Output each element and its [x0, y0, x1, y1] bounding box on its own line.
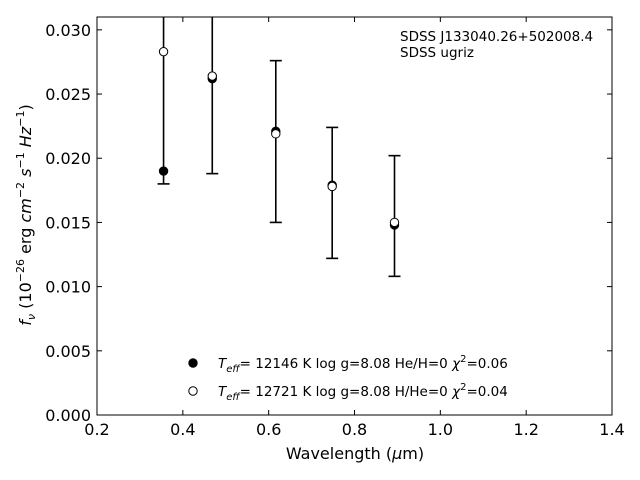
legend: Teff= 12146 K log g=8.08 He/H=0 χ2=0.06 … — [188, 354, 508, 403]
annotation-survey: SDSS ugriz — [400, 45, 474, 61]
y-tick-label: 0.005 — [45, 342, 91, 361]
model-point-filled — [158, 166, 169, 176]
x-tick-label: 0.6 — [256, 420, 281, 439]
y-tick-label: 0.000 — [45, 406, 91, 425]
y-tick-label: 0.015 — [45, 213, 91, 232]
legend-label-open: Teff= 12721 K log g=8.08 H/He=0 χ2=0.04 — [218, 382, 508, 403]
x-tick-label: 0.8 — [342, 420, 367, 439]
x-tick-label: 1.2 — [513, 420, 538, 439]
model-point-open — [327, 181, 337, 192]
x-tick-label: 0.2 — [84, 420, 109, 439]
x-tick-label: 1.4 — [599, 420, 624, 439]
annotation-object: SDSS J133040.26+502008.4 — [400, 29, 593, 45]
axes: 0.2 0.4 0.6 0.8 1.0 1.2 1.4 0.000 0.005 0.010 0.01… — [45, 16, 625, 439]
legend-label-filled: Teff= 12146 K log g=8.08 He/H=0 χ2=0.06 — [218, 354, 508, 375]
y-tick-label: 0.010 — [45, 278, 91, 297]
y-tick-label: 0.020 — [45, 149, 91, 168]
y-tick-label: 0.030 — [45, 21, 91, 40]
model-point-open — [389, 217, 400, 228]
x-axis-label: Wavelength (μm) — [286, 444, 424, 463]
x-tick-label: 0.4 — [170, 420, 195, 439]
legend-marker-open — [188, 386, 198, 396]
model-point-open — [271, 129, 281, 139]
x-tick-label: 1.0 — [428, 420, 453, 439]
y-axis-label: fν (10−26 erg cm−2 s−1 Hz−1) — [14, 104, 38, 325]
legend-marker-filled — [188, 358, 198, 368]
model-point-open — [207, 71, 217, 81]
model-point-open — [158, 46, 169, 57]
y-tick-label: 0.025 — [45, 85, 91, 104]
plot-data — [157, 17, 401, 278]
